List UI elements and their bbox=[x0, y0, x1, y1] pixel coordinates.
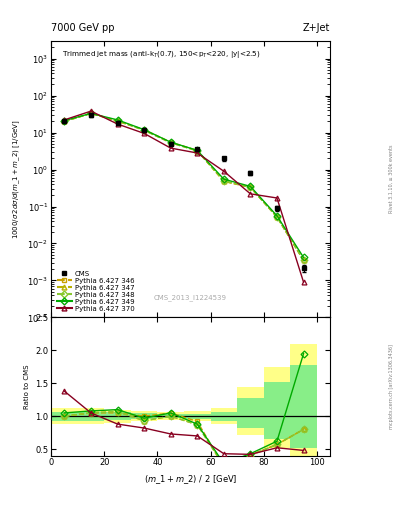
Y-axis label: $1000/\sigma\,2d\sigma/d(m\_1 + m\_2)$ [1/GeV]: $1000/\sigma\,2d\sigma/d(m\_1 + m\_2)$ [… bbox=[11, 119, 22, 239]
Pythia 6.427 348 bbox=[62, 118, 67, 124]
Bar bbox=[78, 408, 104, 424]
Pythia 6.427 370 bbox=[248, 191, 253, 197]
Pythia 6.427 346 bbox=[195, 147, 200, 154]
Pythia 6.427 370 bbox=[301, 279, 306, 285]
Pythia 6.427 370 bbox=[115, 121, 120, 127]
Pythia 6.427 349 bbox=[115, 117, 120, 123]
Pythia 6.427 349 bbox=[222, 176, 226, 182]
Pythia 6.427 347 bbox=[62, 118, 67, 124]
Pythia 6.427 347 bbox=[142, 127, 147, 134]
Pythia 6.427 347 bbox=[88, 110, 93, 116]
Pythia 6.427 370 bbox=[62, 117, 67, 123]
Bar bbox=[78, 412, 104, 421]
Bar bbox=[264, 382, 290, 439]
Bar bbox=[184, 411, 211, 421]
Bar bbox=[290, 365, 317, 448]
Line: Pythia 6.427 370: Pythia 6.427 370 bbox=[62, 109, 306, 285]
Pythia 6.427 370 bbox=[275, 195, 279, 201]
Pythia 6.427 349 bbox=[248, 183, 253, 189]
Pythia 6.427 347 bbox=[168, 140, 173, 146]
Pythia 6.427 348 bbox=[115, 118, 120, 124]
Pythia 6.427 348 bbox=[168, 140, 173, 146]
Pythia 6.427 346 bbox=[62, 118, 67, 124]
Pythia 6.427 349 bbox=[142, 126, 147, 133]
Pythia 6.427 349 bbox=[275, 213, 279, 219]
Pythia 6.427 349 bbox=[168, 139, 173, 145]
Pythia 6.427 348 bbox=[88, 110, 93, 116]
Legend: CMS, Pythia 6.427 346, Pythia 6.427 347, Pythia 6.427 348, Pythia 6.427 349, Pyt: CMS, Pythia 6.427 346, Pythia 6.427 347,… bbox=[55, 269, 136, 314]
Pythia 6.427 370 bbox=[195, 150, 200, 156]
Bar bbox=[237, 398, 264, 428]
Pythia 6.427 348 bbox=[142, 127, 147, 134]
Bar bbox=[184, 414, 211, 419]
Pythia 6.427 346 bbox=[248, 184, 253, 190]
Pythia 6.427 370 bbox=[142, 131, 147, 137]
Bar bbox=[157, 412, 184, 420]
Pythia 6.427 349 bbox=[301, 254, 306, 261]
Pythia 6.427 346 bbox=[275, 214, 279, 220]
Bar bbox=[290, 344, 317, 457]
Pythia 6.427 346 bbox=[222, 178, 226, 184]
Pythia 6.427 346 bbox=[88, 110, 93, 116]
Pythia 6.427 347 bbox=[222, 178, 226, 184]
Pythia 6.427 346 bbox=[301, 257, 306, 263]
Pythia 6.427 348 bbox=[195, 148, 200, 154]
Bar bbox=[211, 412, 237, 421]
Pythia 6.427 347 bbox=[301, 257, 306, 263]
Pythia 6.427 348 bbox=[248, 184, 253, 190]
Pythia 6.427 349 bbox=[195, 147, 200, 154]
Bar bbox=[264, 367, 290, 448]
Pythia 6.427 370 bbox=[222, 168, 226, 174]
Line: Pythia 6.427 348: Pythia 6.427 348 bbox=[62, 111, 306, 263]
Bar bbox=[157, 414, 184, 418]
Pythia 6.427 347 bbox=[275, 214, 279, 220]
Bar bbox=[131, 413, 157, 419]
Pythia 6.427 346 bbox=[142, 126, 147, 133]
Bar bbox=[104, 412, 131, 420]
Pythia 6.427 370 bbox=[168, 145, 173, 151]
Pythia 6.427 347 bbox=[115, 118, 120, 124]
Pythia 6.427 370 bbox=[88, 108, 93, 114]
Text: Z+Jet: Z+Jet bbox=[303, 23, 330, 33]
Line: Pythia 6.427 346: Pythia 6.427 346 bbox=[62, 111, 306, 263]
Text: mcplots.cern.ch [arXiv:1306.3436]: mcplots.cern.ch [arXiv:1306.3436] bbox=[389, 344, 393, 429]
Pythia 6.427 346 bbox=[168, 139, 173, 145]
Line: Pythia 6.427 347: Pythia 6.427 347 bbox=[62, 111, 306, 263]
Y-axis label: Ratio to CMS: Ratio to CMS bbox=[24, 365, 29, 409]
Pythia 6.427 346 bbox=[115, 118, 120, 124]
Text: 7000 GeV pp: 7000 GeV pp bbox=[51, 23, 115, 33]
Line: Pythia 6.427 349: Pythia 6.427 349 bbox=[62, 111, 306, 260]
Bar bbox=[237, 387, 264, 435]
Bar bbox=[104, 410, 131, 423]
Bar bbox=[211, 408, 237, 424]
Pythia 6.427 347 bbox=[248, 184, 253, 190]
Pythia 6.427 347 bbox=[195, 148, 200, 154]
Bar bbox=[51, 412, 78, 421]
Pythia 6.427 349 bbox=[62, 118, 67, 124]
Text: Rivet 3.1.10, ≥ 300k events: Rivet 3.1.10, ≥ 300k events bbox=[389, 145, 393, 214]
Pythia 6.427 348 bbox=[275, 214, 279, 220]
Bar bbox=[51, 408, 78, 424]
Text: Trimmed jet mass (anti-k$_T$(0.7), 150<p$_T$<220, |y|<2.5): Trimmed jet mass (anti-k$_T$(0.7), 150<p… bbox=[62, 49, 261, 60]
X-axis label: $(m\_1 + m\_2)$ / 2 [GeV]: $(m\_1 + m\_2)$ / 2 [GeV] bbox=[144, 473, 237, 486]
Bar bbox=[131, 411, 157, 421]
Pythia 6.427 348 bbox=[222, 178, 226, 184]
Pythia 6.427 348 bbox=[301, 257, 306, 263]
Text: CMS_2013_I1224539: CMS_2013_I1224539 bbox=[154, 294, 227, 301]
Pythia 6.427 349 bbox=[88, 110, 93, 116]
